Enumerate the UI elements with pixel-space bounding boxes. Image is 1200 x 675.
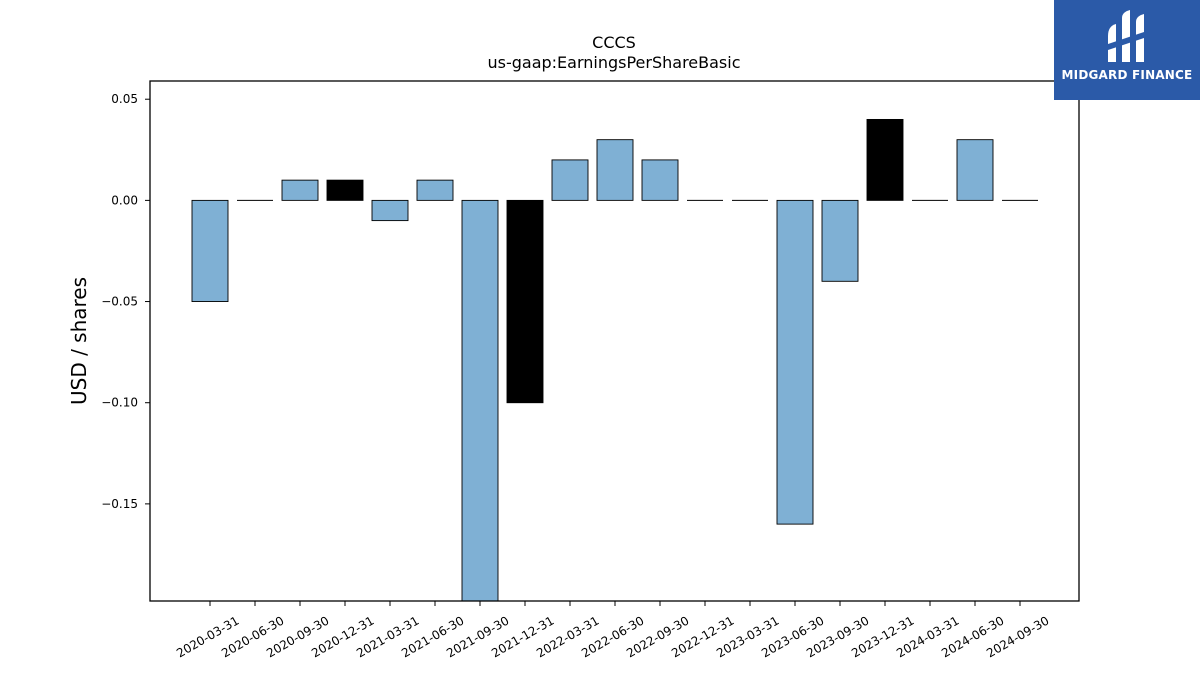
bar-2020-12-31 xyxy=(326,179,364,201)
bar-2024-03-31 xyxy=(912,199,948,201)
bar-2020-06-30 xyxy=(237,199,273,201)
bar-2021-06-30 xyxy=(416,179,454,201)
bars-group xyxy=(191,118,1038,602)
bar-2022-09-30 xyxy=(641,159,679,201)
bar-2022-06-30 xyxy=(596,139,634,201)
y-ticks-group: 0.05 0.00 −0.05 −0.10 −0.15 xyxy=(101,92,150,511)
bar-2021-09-30 xyxy=(461,199,499,602)
chart-subtitle: us-gaap:EarningsPerShareBasic xyxy=(487,53,740,72)
y-axis-label: USD / shares xyxy=(67,277,91,405)
bar-2023-09-30 xyxy=(821,199,859,282)
x-ticks-group: 2020-03-312020-06-302020-09-302020-12-31… xyxy=(174,601,1052,660)
bar-2023-12-31 xyxy=(866,118,904,201)
bar-2020-09-30 xyxy=(281,179,319,201)
y-tick-label: −0.10 xyxy=(101,396,138,410)
y-tick-label: 0.00 xyxy=(111,193,138,207)
bar-2024-06-30 xyxy=(956,139,994,201)
bar-2020-03-31 xyxy=(191,199,229,302)
chart-title: CCCS xyxy=(592,33,636,52)
y-tick-label: −0.05 xyxy=(101,295,138,309)
bar-2022-03-31 xyxy=(551,159,589,201)
y-tick-label: −0.15 xyxy=(101,497,138,511)
bar-2021-03-31 xyxy=(371,199,409,222)
midgard-finance-logo: MIDGARD FINANCE xyxy=(1054,0,1200,100)
midgard-logo-icon xyxy=(1108,10,1144,62)
bar-2021-12-31 xyxy=(506,199,544,404)
logo-text: MIDGARD FINANCE xyxy=(1061,68,1193,82)
bar-2024-09-30 xyxy=(1002,199,1038,201)
bar-2023-03-31 xyxy=(732,199,768,201)
bar-2023-06-30 xyxy=(776,199,814,525)
plot-frame xyxy=(149,80,1080,602)
y-tick-label: 0.05 xyxy=(111,92,138,106)
bar-2022-12-31 xyxy=(687,199,723,201)
